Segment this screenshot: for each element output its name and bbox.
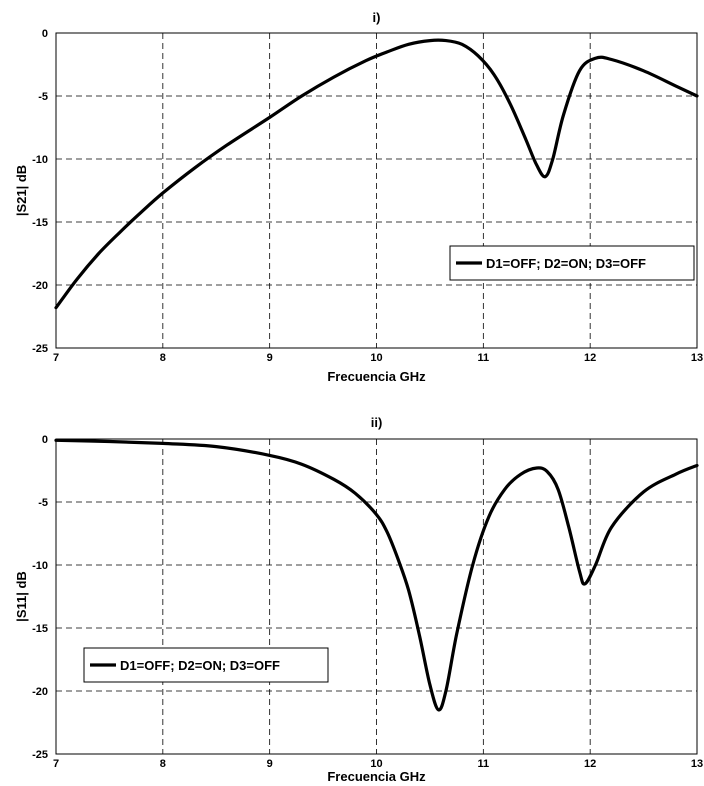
- legend-label: D1=OFF; D2=ON; D3=OFF: [120, 658, 280, 673]
- legend: D1=OFF; D2=ON; D3=OFF: [83, 647, 329, 683]
- y-tick-label: -25: [32, 343, 48, 355]
- y-tick-label: 0: [42, 434, 48, 446]
- y-axis-label: |S21| dB: [14, 165, 29, 216]
- y-axis-label: |S11| dB: [14, 571, 29, 622]
- y-tick-label: -20: [32, 686, 48, 698]
- y-tick-label: -10: [32, 154, 48, 166]
- y-tick-label: -5: [38, 91, 48, 103]
- legend-box: [449, 245, 695, 281]
- y-tick-label: -25: [32, 749, 48, 761]
- x-tick-label: 7: [53, 758, 59, 770]
- x-tick-label: 12: [584, 758, 596, 770]
- x-tick-label: 8: [160, 352, 166, 364]
- legend: D1=OFF; D2=ON; D3=OFF: [449, 245, 695, 281]
- x-tick-label: 13: [691, 758, 703, 770]
- plot-frame: [55, 32, 698, 349]
- y-tick-label: -15: [32, 623, 48, 635]
- chart-title: ii): [371, 415, 383, 430]
- x-tick-label: 12: [584, 352, 596, 364]
- x-tick-label: 10: [370, 352, 382, 364]
- series-line: [54, 38, 699, 310]
- y-tick-label: -10: [32, 560, 48, 572]
- x-tick-label: 10: [370, 758, 382, 770]
- x-tick-label: 13: [691, 352, 703, 364]
- x-axis-label: Frecuencia GHz: [327, 369, 426, 384]
- y-tick-label: -5: [38, 497, 48, 509]
- y-tick-label: 0: [42, 28, 48, 40]
- plot-frame: [55, 438, 698, 755]
- x-tick-label: 8: [160, 758, 166, 770]
- x-tick-label: 7: [53, 352, 59, 364]
- x-tick-label: 11: [478, 352, 490, 364]
- chart-panel-s11: 7 8 9 10 11 12 13 0 -5 -10 -15 -20 -25 ii) Frecuencia …: [14, 415, 703, 784]
- y-tick-label: -15: [32, 217, 48, 229]
- x-tick-label: 11: [478, 758, 490, 770]
- legend-box: [83, 647, 329, 683]
- x-tick-label: 9: [267, 758, 273, 770]
- series-line: [54, 438, 699, 712]
- chart-panel-s21: 7 8 9 10 11 12 13 0 -5 -10 -15 -20 -25 i) Frecuencia G…: [14, 10, 703, 384]
- x-tick-label: 9: [267, 352, 273, 364]
- legend-label: D1=OFF; D2=ON; D3=OFF: [486, 256, 646, 271]
- chart-title: i): [373, 10, 381, 25]
- x-axis-label: Frecuencia GHz: [327, 769, 426, 784]
- y-tick-label: -20: [32, 280, 48, 292]
